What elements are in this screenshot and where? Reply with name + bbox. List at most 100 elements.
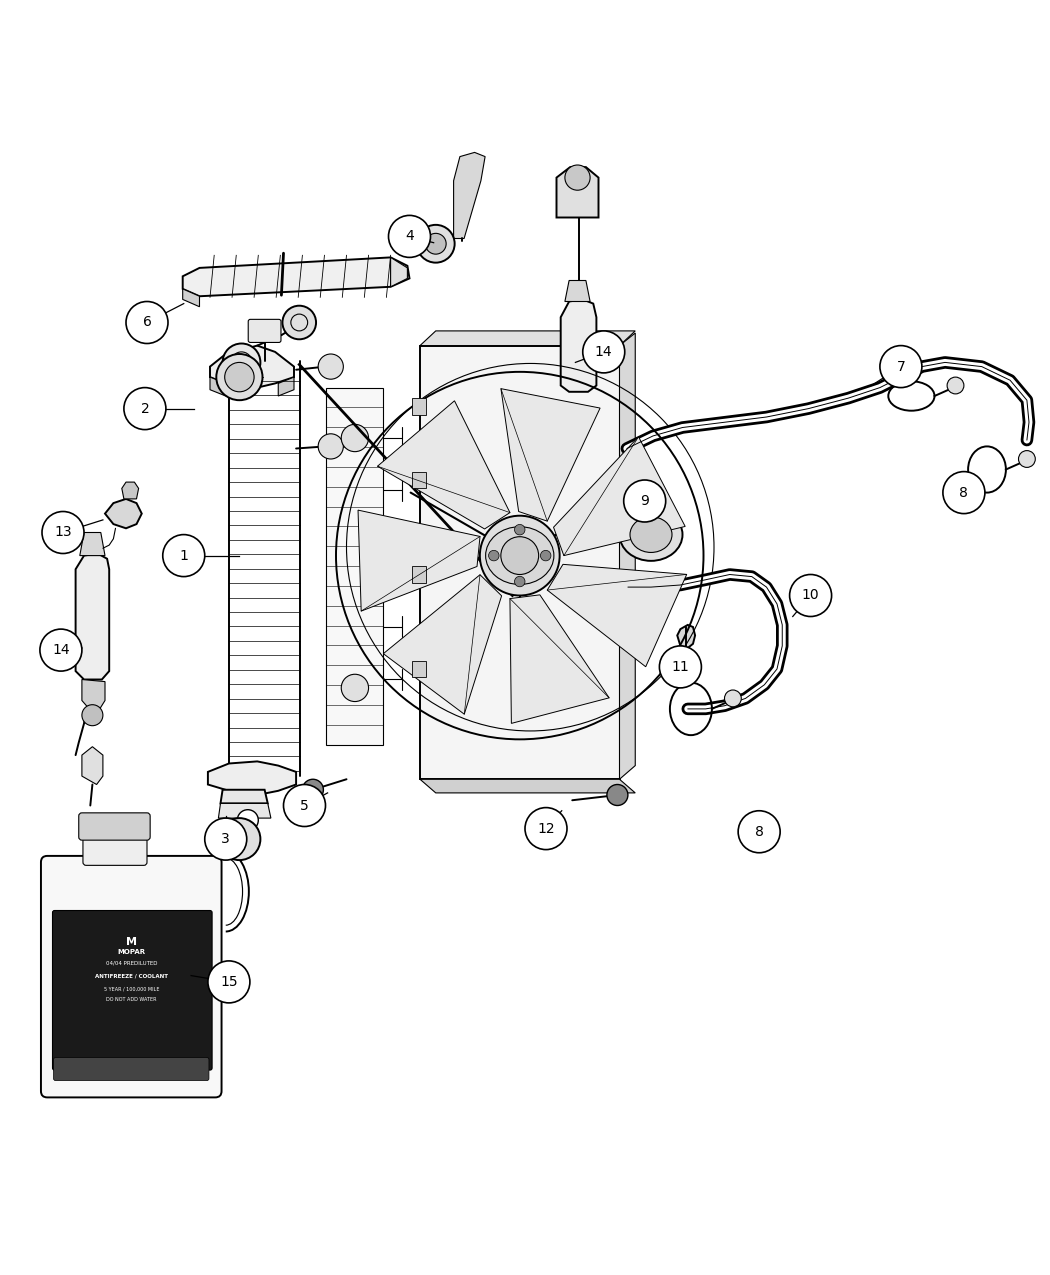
Circle shape: [565, 164, 590, 190]
Polygon shape: [391, 258, 407, 287]
Text: 04/04 PREDILUTED: 04/04 PREDILUTED: [105, 960, 158, 965]
Polygon shape: [677, 625, 695, 648]
Text: 7: 7: [897, 360, 905, 374]
Text: 12: 12: [538, 821, 554, 835]
Circle shape: [943, 472, 985, 514]
Circle shape: [282, 306, 316, 339]
Polygon shape: [561, 300, 596, 391]
Circle shape: [525, 807, 567, 849]
Circle shape: [126, 301, 168, 343]
Polygon shape: [383, 575, 502, 714]
Circle shape: [218, 819, 260, 861]
Circle shape: [607, 784, 628, 806]
Circle shape: [738, 811, 780, 853]
Circle shape: [488, 551, 499, 561]
Circle shape: [583, 332, 625, 372]
Polygon shape: [278, 377, 294, 397]
Circle shape: [624, 479, 666, 521]
Circle shape: [514, 576, 525, 587]
Text: 14: 14: [52, 643, 69, 657]
Polygon shape: [553, 437, 686, 556]
Text: M: M: [126, 937, 136, 947]
FancyBboxPatch shape: [83, 833, 147, 866]
Text: 1: 1: [180, 548, 188, 562]
Text: 14: 14: [595, 346, 612, 358]
Circle shape: [216, 354, 262, 400]
Circle shape: [40, 629, 82, 671]
Circle shape: [388, 215, 430, 258]
Circle shape: [425, 233, 446, 254]
Text: 15: 15: [220, 975, 237, 989]
FancyBboxPatch shape: [52, 910, 212, 1070]
Polygon shape: [183, 258, 410, 296]
Polygon shape: [501, 389, 601, 521]
Text: 3: 3: [222, 833, 230, 847]
Polygon shape: [80, 533, 105, 556]
Text: 8: 8: [960, 486, 968, 500]
Circle shape: [341, 425, 369, 451]
Text: 10: 10: [802, 589, 819, 603]
Bar: [412, 398, 426, 414]
FancyBboxPatch shape: [79, 813, 150, 840]
Bar: [412, 472, 426, 488]
Polygon shape: [220, 789, 268, 803]
Circle shape: [208, 961, 250, 1003]
Polygon shape: [183, 289, 200, 307]
Polygon shape: [210, 377, 226, 397]
Circle shape: [790, 575, 832, 617]
Circle shape: [82, 705, 103, 725]
Text: MOPAR: MOPAR: [118, 950, 145, 955]
FancyBboxPatch shape: [248, 319, 281, 343]
Polygon shape: [547, 565, 687, 667]
Polygon shape: [378, 400, 510, 529]
Polygon shape: [82, 747, 103, 784]
Circle shape: [124, 388, 166, 430]
Circle shape: [223, 343, 260, 381]
Circle shape: [284, 784, 326, 826]
Text: 5 YEAR / 100,000 MILE: 5 YEAR / 100,000 MILE: [104, 987, 159, 992]
Circle shape: [42, 511, 84, 553]
Text: 4: 4: [405, 230, 414, 244]
Circle shape: [480, 515, 560, 595]
Polygon shape: [358, 510, 480, 611]
Polygon shape: [208, 761, 296, 796]
Polygon shape: [210, 346, 294, 388]
Circle shape: [318, 434, 343, 459]
Circle shape: [341, 674, 369, 701]
Polygon shape: [76, 553, 109, 680]
Polygon shape: [565, 280, 590, 301]
FancyBboxPatch shape: [54, 1057, 209, 1081]
Circle shape: [163, 534, 205, 576]
Circle shape: [302, 779, 323, 801]
Polygon shape: [590, 521, 604, 543]
Ellipse shape: [630, 516, 672, 552]
Circle shape: [724, 690, 741, 706]
Text: 9: 9: [640, 493, 649, 507]
Bar: [412, 566, 426, 583]
Ellipse shape: [485, 527, 554, 584]
Polygon shape: [326, 388, 383, 745]
Text: 5: 5: [300, 798, 309, 812]
Circle shape: [659, 646, 701, 688]
Polygon shape: [420, 779, 635, 793]
Polygon shape: [218, 803, 271, 819]
Circle shape: [947, 377, 964, 394]
Circle shape: [880, 346, 922, 388]
Circle shape: [514, 524, 525, 536]
Text: 8: 8: [755, 825, 763, 839]
Circle shape: [237, 810, 258, 831]
Polygon shape: [82, 680, 105, 709]
Polygon shape: [556, 167, 598, 218]
Polygon shape: [454, 153, 485, 238]
Text: 13: 13: [55, 525, 71, 539]
Polygon shape: [122, 482, 139, 499]
Text: ANTIFREEZE / COOLANT: ANTIFREEZE / COOLANT: [94, 973, 168, 978]
Bar: [412, 660, 426, 677]
Circle shape: [501, 537, 539, 575]
Text: 2: 2: [141, 402, 149, 416]
Polygon shape: [105, 499, 142, 528]
Circle shape: [205, 819, 247, 861]
Circle shape: [225, 362, 254, 391]
Polygon shape: [620, 333, 635, 779]
Text: 6: 6: [143, 315, 151, 329]
